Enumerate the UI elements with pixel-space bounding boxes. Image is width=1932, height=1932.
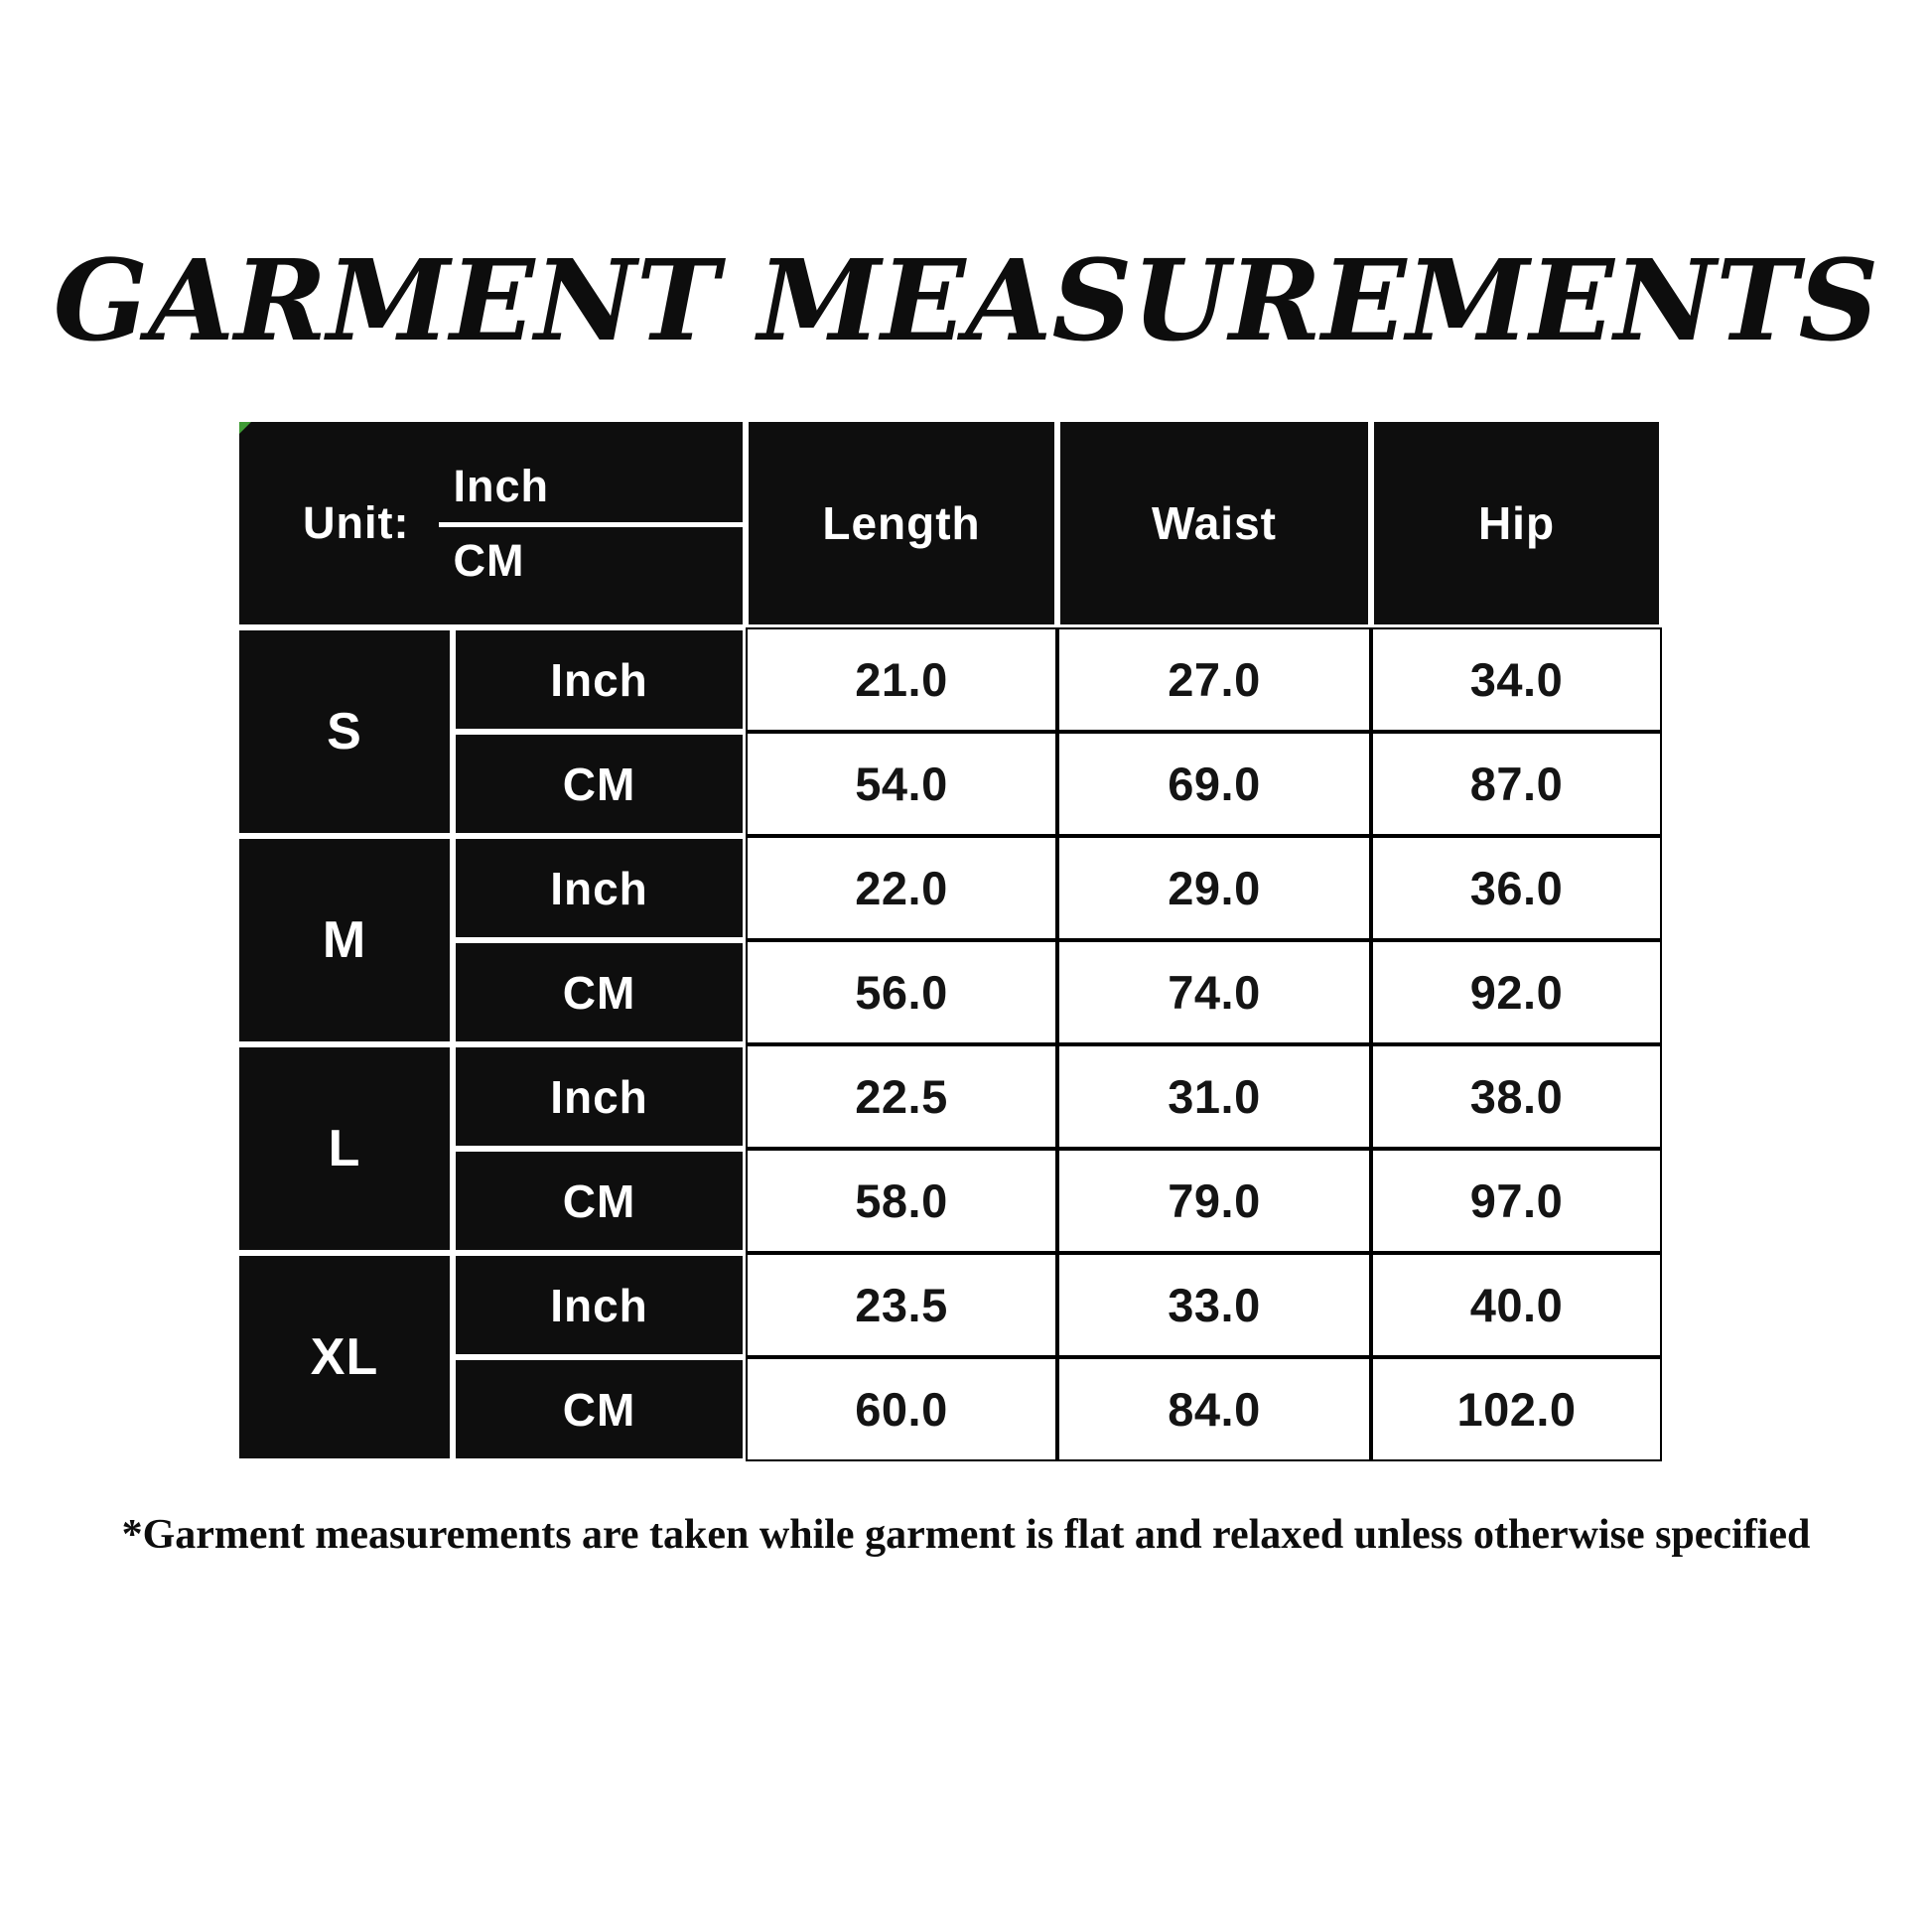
value-xl-cm-length: 60.0 — [746, 1357, 1057, 1462]
value-m-cm-length: 56.0 — [746, 940, 1057, 1045]
measurement-footnote: *Garment measurements are taken while ga… — [121, 1512, 1811, 1559]
value-l-inch-waist: 31.0 — [1057, 1044, 1371, 1150]
unit-inch-option: Inch — [439, 461, 743, 527]
size-table: Unit: Inch CM Length Waist Hip S Inch 21… — [236, 419, 1662, 1462]
value-m-inch-length: 22.0 — [746, 836, 1057, 941]
unit-label: Unit: — [303, 497, 410, 549]
value-m-cm-hip: 92.0 — [1371, 940, 1662, 1045]
size-label-l: L — [236, 1044, 453, 1254]
table-corner-marker — [239, 422, 251, 435]
value-s-inch-waist: 27.0 — [1057, 627, 1371, 733]
unit-cm-option: CM — [453, 534, 525, 586]
unit-row-label: Inch — [453, 1253, 746, 1358]
value-s-inch-length: 21.0 — [746, 627, 1057, 733]
column-header-waist: Waist — [1057, 419, 1371, 628]
value-s-cm-length: 54.0 — [746, 732, 1057, 837]
value-s-inch-hip: 34.0 — [1371, 627, 1662, 733]
size-label-xl: XL — [236, 1253, 453, 1462]
size-label-s: S — [236, 627, 453, 837]
column-header-hip: Hip — [1371, 419, 1662, 628]
page-title: GARMENT MEASUREMENTS — [53, 236, 1879, 366]
value-m-inch-waist: 29.0 — [1057, 836, 1371, 941]
size-label-m: M — [236, 836, 453, 1045]
value-m-cm-waist: 74.0 — [1057, 940, 1371, 1045]
value-xl-inch-length: 23.5 — [746, 1253, 1057, 1358]
unit-row-label: CM — [453, 1149, 746, 1254]
unit-header-cell: Unit: Inch CM — [236, 419, 746, 628]
unit-row-label: Inch — [453, 836, 746, 941]
value-l-cm-hip: 97.0 — [1371, 1149, 1662, 1254]
value-xl-inch-hip: 40.0 — [1371, 1253, 1662, 1358]
column-header-length: Length — [746, 419, 1057, 628]
value-xl-cm-waist: 84.0 — [1057, 1357, 1371, 1462]
value-s-cm-waist: 69.0 — [1057, 732, 1371, 837]
value-l-inch-hip: 38.0 — [1371, 1044, 1662, 1150]
unit-row-label: Inch — [453, 627, 746, 733]
value-xl-cm-hip: 102.0 — [1371, 1357, 1662, 1462]
value-xl-inch-waist: 33.0 — [1057, 1253, 1371, 1358]
unit-row-label: CM — [453, 940, 746, 1045]
unit-fraction: Inch CM — [439, 461, 743, 587]
unit-row-label: CM — [453, 732, 746, 837]
value-l-inch-length: 22.5 — [746, 1044, 1057, 1150]
value-m-inch-hip: 36.0 — [1371, 836, 1662, 941]
unit-row-label: CM — [453, 1357, 746, 1462]
unit-row-label: Inch — [453, 1044, 746, 1150]
value-l-cm-waist: 79.0 — [1057, 1149, 1371, 1254]
value-l-cm-length: 58.0 — [746, 1149, 1057, 1254]
value-s-cm-hip: 87.0 — [1371, 732, 1662, 837]
